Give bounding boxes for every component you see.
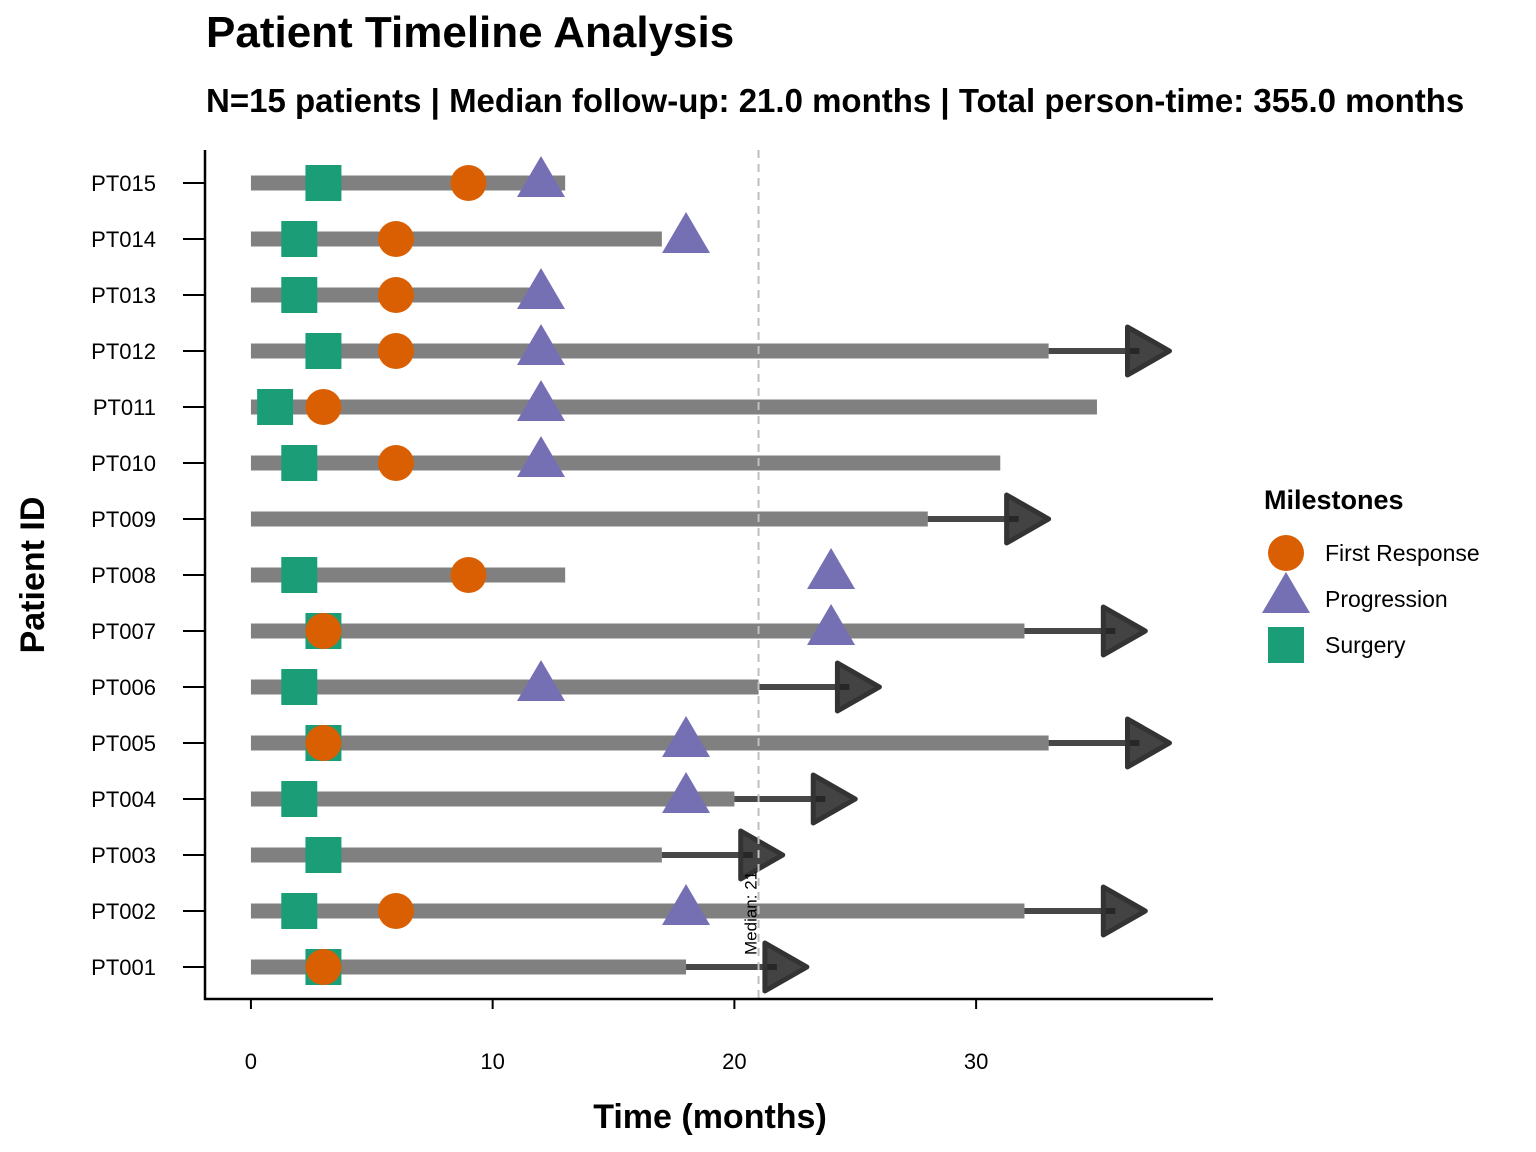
y-tick-label: PT010 <box>91 451 156 476</box>
response-marker <box>305 613 342 649</box>
progression-marker <box>517 380 565 421</box>
median-layer: Median: 21 <box>742 150 761 999</box>
ongoing-arrowhead <box>1124 324 1172 378</box>
y-tick-label: PT009 <box>91 507 156 532</box>
ongoing-arrowhead <box>1124 716 1172 770</box>
surgery-marker <box>281 781 318 817</box>
ongoing-arrowhead <box>1100 604 1148 658</box>
y-tick-label: PT006 <box>91 675 156 700</box>
ongoing-arrowhead <box>762 940 810 994</box>
progression-marker <box>662 884 711 925</box>
y-tick-label: PT012 <box>91 339 156 364</box>
surgery-marker <box>305 333 342 369</box>
legend-key-surgery <box>1268 627 1304 663</box>
axes-layer: 0 10 20 30 PT001 PT002 PT003 PT004 PT005 PT006 PT0… <box>91 150 1213 1074</box>
response-marker <box>305 949 342 985</box>
ongoing-arrowhead <box>834 660 882 714</box>
surgery-marker <box>281 445 318 481</box>
progression-marker <box>662 212 711 253</box>
x-axis-title: Time (months) <box>593 1098 827 1136</box>
response-marker <box>377 333 414 369</box>
legend-key-first-response <box>1268 535 1304 571</box>
ongoing-arrowhead <box>1004 492 1052 546</box>
surgery-marker <box>281 221 318 257</box>
response-marker <box>377 893 414 929</box>
response-marker <box>377 277 414 313</box>
ongoing-arrowhead <box>810 772 858 826</box>
y-tick-label: PT008 <box>91 563 156 588</box>
y-tick-label: PT004 <box>91 787 156 812</box>
progression-marker <box>517 436 565 477</box>
y-tick-label: PT011 <box>93 395 156 420</box>
progression-marker <box>807 604 856 645</box>
y-axis-title: Patient ID <box>14 497 52 654</box>
median-label: Median: 21 <box>742 871 761 955</box>
progression-marker <box>517 660 565 701</box>
x-tick-label: 20 <box>722 1049 746 1074</box>
y-tick-label: PT014 <box>91 227 156 252</box>
response-marker <box>305 725 342 761</box>
progression-marker <box>517 156 565 197</box>
y-tick-label: PT001 <box>91 955 156 980</box>
y-tick-label: PT003 <box>91 843 156 868</box>
response-marker <box>305 389 342 425</box>
y-tick-label: PT002 <box>91 899 156 924</box>
y-tick-label: PT007 <box>91 619 156 644</box>
progression-marker <box>807 548 856 589</box>
legend-label: First Response <box>1325 540 1480 566</box>
y-tick-label: PT005 <box>91 731 156 756</box>
x-tick-label: 30 <box>964 1049 988 1074</box>
progression-marker <box>517 324 565 365</box>
surgery-marker <box>281 277 318 313</box>
legend-label: Surgery <box>1325 632 1406 658</box>
surgery-marker <box>281 557 318 593</box>
progression-marker <box>662 716 711 757</box>
chart-title: Patient Timeline Analysis <box>206 8 735 57</box>
surgery-marker <box>281 893 318 929</box>
response-marker <box>450 557 487 593</box>
response-marker <box>377 221 414 257</box>
progression-marker <box>662 772 711 813</box>
y-tick-label: PT015 <box>91 171 156 196</box>
surgery-marker <box>305 837 342 873</box>
response-marker <box>450 165 487 201</box>
surgery-marker <box>305 165 342 201</box>
markers-layer <box>257 156 856 985</box>
progression-marker <box>517 268 565 309</box>
response-marker <box>377 445 414 481</box>
chart-subtitle: N=15 patients | Median follow-up: 21.0 m… <box>206 82 1465 119</box>
legend-label: Progression <box>1325 586 1448 612</box>
legend-key-progression <box>1262 572 1310 613</box>
surgery-marker <box>281 669 318 705</box>
x-tick-label: 0 <box>245 1049 257 1074</box>
ongoing-arrowhead <box>738 828 786 882</box>
x-tick-label: 10 <box>480 1049 504 1074</box>
surgery-marker <box>257 389 294 425</box>
ongoing-arrowhead <box>1100 884 1148 938</box>
y-tick-label: PT013 <box>91 283 156 308</box>
legend: Milestones First Response Progression Surg… <box>1262 485 1480 663</box>
legend-title: Milestones <box>1264 485 1404 515</box>
